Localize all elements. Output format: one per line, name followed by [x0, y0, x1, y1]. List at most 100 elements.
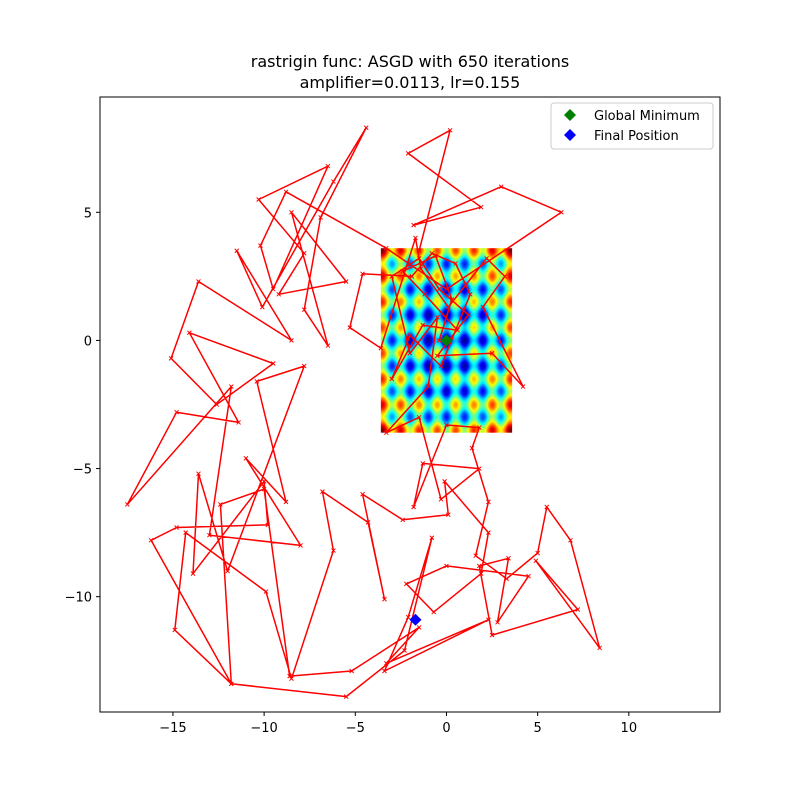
path-point [409, 274, 415, 279]
path-point [382, 596, 387, 602]
path-point [486, 530, 491, 535]
legend: Global Minimum Final Position [550, 102, 714, 150]
path-point [174, 525, 179, 530]
path-point [436, 338, 442, 343]
path-point [363, 125, 369, 131]
path-point [568, 537, 573, 543]
path-point [174, 409, 179, 415]
path-point [360, 491, 365, 497]
path-point [389, 376, 395, 382]
path-point [183, 530, 189, 535]
path-point [254, 379, 260, 384]
path-point [416, 625, 422, 630]
path-point [301, 307, 307, 313]
path-point [400, 517, 406, 523]
path-point [289, 338, 294, 343]
path-point [259, 304, 265, 310]
final-position-legend-icon [564, 129, 576, 141]
path-point [504, 576, 510, 582]
path-point [256, 197, 262, 202]
path-point [331, 548, 336, 553]
path-point [445, 304, 451, 310]
path-point [575, 607, 581, 612]
optimization-path [124, 125, 603, 699]
x-tick-label: −15 [159, 721, 186, 736]
path-point [480, 304, 486, 310]
path-point [331, 179, 336, 184]
path-point [502, 274, 508, 279]
path-point [438, 363, 444, 369]
path-point [301, 363, 307, 369]
path-point [431, 609, 437, 615]
path-point [467, 291, 473, 297]
path-point [416, 256, 422, 261]
final-position-marker [409, 613, 422, 626]
path-point [465, 312, 471, 318]
path-point [148, 537, 154, 543]
path-point [486, 617, 491, 623]
path-point [558, 209, 564, 215]
path-point [411, 504, 417, 510]
legend-label-global-minimum: Global Minimum [594, 109, 700, 124]
path-point [429, 250, 435, 256]
path-point [416, 248, 422, 254]
path-point [258, 243, 263, 248]
path-point [265, 522, 271, 528]
path-point [287, 673, 293, 679]
path-point [234, 248, 240, 254]
path-point [444, 422, 449, 428]
path-point [405, 151, 411, 156]
path-point [418, 266, 424, 272]
path-point [495, 619, 500, 625]
path-point [186, 330, 192, 336]
path-point [526, 573, 531, 579]
path-point [506, 555, 511, 561]
path-point [442, 479, 448, 484]
path-point [400, 268, 406, 274]
path-point [228, 384, 234, 389]
path-point [124, 502, 130, 507]
path-point [405, 614, 411, 620]
path-point [217, 502, 223, 507]
path-point [489, 350, 495, 356]
path-point [318, 215, 324, 220]
path-point [484, 256, 489, 261]
path-point [438, 496, 444, 502]
path-point [261, 479, 267, 484]
global-minimum-legend-icon [564, 109, 576, 121]
path-point [489, 632, 495, 638]
path-point [486, 499, 491, 505]
path-point [343, 694, 349, 699]
path-point [225, 568, 231, 574]
path-point [289, 676, 294, 682]
path-point [214, 402, 220, 407]
path-point [349, 668, 355, 674]
path-point [476, 466, 482, 471]
path-point [425, 384, 431, 389]
path-point [444, 286, 449, 292]
path-point [422, 291, 427, 297]
path-point [597, 645, 603, 651]
path-point [403, 581, 409, 587]
path-point [360, 271, 365, 277]
y-tick-label: −5 [73, 463, 92, 478]
path-point [498, 184, 504, 190]
path-point [276, 291, 282, 297]
path-point [378, 345, 384, 351]
path-point [347, 325, 353, 330]
path-point [325, 163, 331, 169]
path-point [172, 627, 178, 633]
path-point [434, 353, 440, 359]
path-point [283, 189, 289, 195]
path-point [261, 486, 267, 492]
x-tick-label: 10 [621, 721, 638, 736]
legend-label-final-position: Final Position [594, 129, 679, 144]
path-point [382, 668, 387, 674]
path-point [301, 250, 307, 256]
path-point [476, 425, 482, 430]
path-point [535, 550, 541, 556]
path-point [478, 571, 484, 576]
path-point [436, 286, 442, 292]
path-point [263, 589, 269, 594]
